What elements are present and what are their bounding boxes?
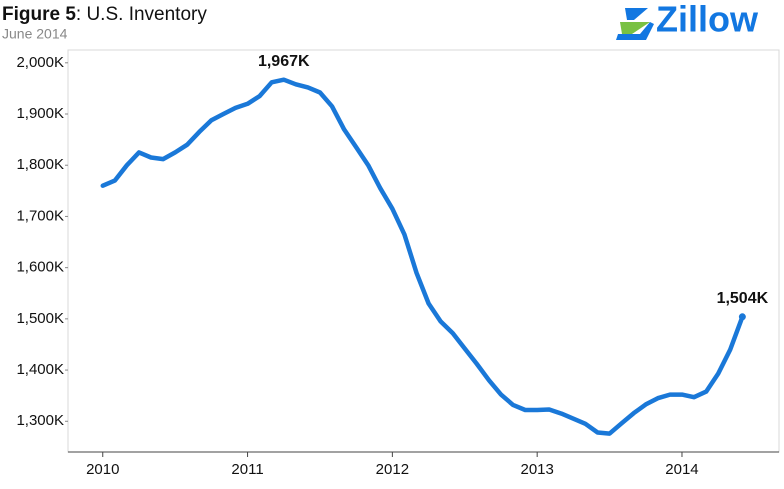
data-label: 1,504K	[717, 290, 769, 307]
y-tick-label: 1,400K	[16, 361, 64, 378]
logo-icon	[620, 22, 650, 34]
title-text: : U.S. Inventory	[76, 4, 207, 25]
x-tick-label: 2010	[86, 461, 119, 478]
y-tick-label: 1,300K	[16, 412, 64, 429]
y-tick-label: 1,700K	[16, 207, 64, 224]
x-tick-label: 2014	[665, 461, 698, 478]
y-tick-label: 1,600K	[16, 259, 64, 276]
y-tick-label: 1,500K	[16, 310, 64, 327]
x-tick-label: 2013	[520, 461, 553, 478]
y-tick-label: 1,800K	[16, 156, 64, 173]
x-tick-label: 2011	[231, 461, 263, 478]
y-tick-label: 1,900K	[16, 105, 64, 122]
subtitle: June 2014	[2, 26, 68, 42]
line	[100, 77, 745, 436]
logo-text: Zillow	[656, 0, 759, 40]
end-point	[738, 313, 746, 321]
data-label: 1,967K	[258, 53, 310, 70]
title: Figure 5: U.S. Inventory	[2, 4, 207, 25]
logo: Zillow	[616, 0, 759, 40]
title-prefix: Figure 5	[2, 4, 76, 25]
y-tick-label: 2,000K	[16, 54, 64, 71]
logo-icon	[616, 22, 654, 40]
logo-icon	[625, 8, 648, 20]
x-tick-label: 2012	[376, 461, 409, 478]
plot-frame	[67, 49, 780, 453]
